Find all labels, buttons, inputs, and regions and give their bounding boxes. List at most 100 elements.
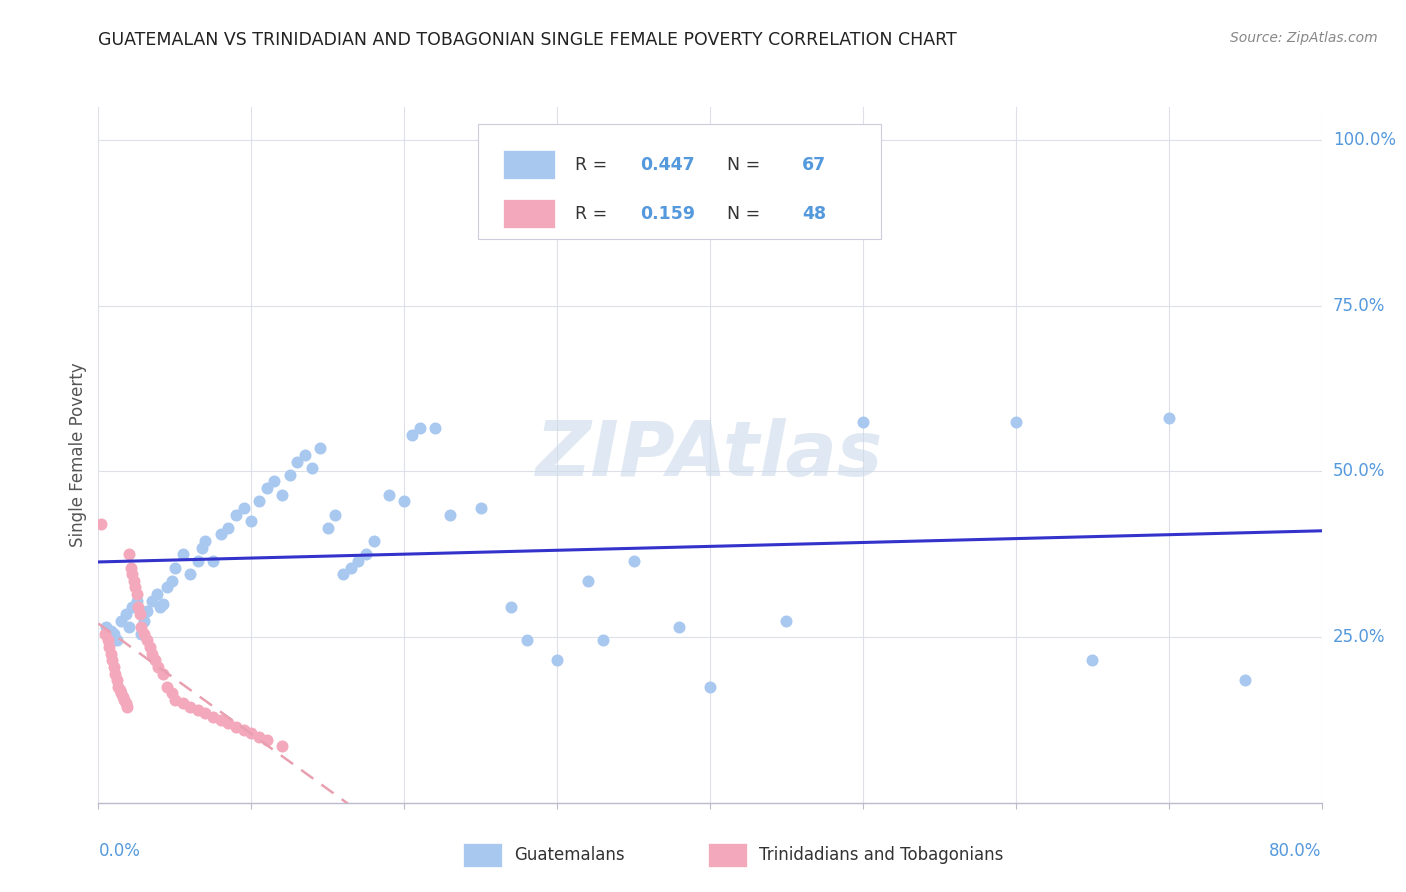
Point: [592, 633, 614, 648]
Point: [134, 627, 156, 641]
FancyBboxPatch shape: [478, 124, 882, 239]
Point: [101, 653, 124, 667]
Point: [309, 442, 332, 456]
Point: [103, 627, 125, 641]
Point: [623, 554, 645, 568]
Text: 25.0%: 25.0%: [1333, 628, 1385, 646]
Text: 0.447: 0.447: [640, 156, 695, 174]
Point: [160, 574, 183, 588]
Point: [225, 720, 247, 734]
Text: 0.0%: 0.0%: [98, 842, 141, 860]
Point: [316, 521, 339, 535]
Point: [225, 508, 247, 522]
Point: [118, 547, 141, 561]
FancyBboxPatch shape: [503, 199, 555, 228]
Point: [392, 494, 416, 508]
Point: [124, 581, 146, 595]
Point: [347, 554, 370, 568]
Point: [240, 726, 263, 740]
Point: [354, 547, 377, 561]
Point: [187, 554, 209, 568]
Point: [100, 647, 122, 661]
Point: [127, 600, 149, 615]
Point: [110, 686, 132, 700]
Point: [270, 739, 292, 754]
Point: [156, 680, 179, 694]
Text: 80.0%: 80.0%: [1270, 842, 1322, 860]
Text: 48: 48: [801, 204, 825, 223]
Point: [105, 633, 128, 648]
Point: [143, 653, 166, 667]
Point: [256, 732, 278, 747]
Point: [325, 508, 347, 522]
Point: [129, 627, 152, 641]
Point: [115, 607, 138, 621]
Point: [172, 547, 194, 561]
Point: [121, 567, 143, 582]
Point: [172, 697, 194, 711]
Text: 0.159: 0.159: [640, 204, 696, 223]
Point: [270, 488, 292, 502]
Point: [111, 690, 134, 704]
Point: [699, 680, 721, 694]
Point: [100, 624, 122, 638]
Point: [576, 574, 599, 588]
Point: [139, 640, 162, 654]
Text: 100.0%: 100.0%: [1333, 131, 1396, 149]
Point: [775, 614, 797, 628]
Point: [301, 461, 323, 475]
Point: [134, 614, 156, 628]
Point: [117, 699, 139, 714]
Point: [125, 587, 148, 601]
Point: [194, 534, 217, 549]
Point: [263, 475, 285, 489]
Point: [240, 514, 263, 528]
Point: [141, 593, 163, 607]
Point: [1081, 653, 1104, 667]
Point: [152, 597, 174, 611]
Point: [112, 693, 135, 707]
Point: [408, 421, 430, 435]
Point: [1234, 673, 1257, 688]
Point: [546, 653, 568, 667]
Point: [401, 428, 423, 442]
Point: [668, 620, 690, 634]
Point: [115, 697, 138, 711]
Point: [187, 703, 209, 717]
Point: [256, 481, 278, 495]
Point: [160, 686, 183, 700]
Text: 75.0%: 75.0%: [1333, 297, 1385, 315]
Point: [217, 521, 239, 535]
Point: [439, 508, 461, 522]
Point: [285, 454, 308, 468]
Point: [247, 730, 270, 744]
Point: [470, 500, 492, 515]
Text: 50.0%: 50.0%: [1333, 462, 1385, 481]
Point: [121, 600, 143, 615]
Point: [332, 567, 354, 582]
Text: GUATEMALAN VS TRINIDADIAN AND TOBAGONIAN SINGLE FEMALE POVERTY CORRELATION CHART: GUATEMALAN VS TRINIDADIAN AND TOBAGONIAN…: [98, 31, 957, 49]
Point: [232, 500, 254, 515]
Point: [105, 673, 128, 688]
Text: N =: N =: [716, 156, 766, 174]
FancyBboxPatch shape: [463, 843, 502, 867]
Point: [209, 713, 232, 727]
Text: Guatemalans: Guatemalans: [515, 846, 624, 864]
Point: [90, 517, 112, 532]
Point: [145, 587, 167, 601]
FancyBboxPatch shape: [503, 150, 555, 179]
Point: [501, 600, 523, 615]
Point: [194, 706, 217, 721]
Point: [378, 488, 401, 502]
Text: Trinidadians and Tobagonians: Trinidadians and Tobagonians: [759, 846, 1004, 864]
Point: [118, 620, 141, 634]
Point: [93, 627, 115, 641]
Point: [209, 527, 232, 541]
Point: [294, 448, 316, 462]
Point: [217, 716, 239, 731]
Point: [247, 494, 270, 508]
Point: [1004, 415, 1026, 429]
Point: [103, 660, 125, 674]
Point: [107, 680, 129, 694]
Point: [136, 604, 159, 618]
